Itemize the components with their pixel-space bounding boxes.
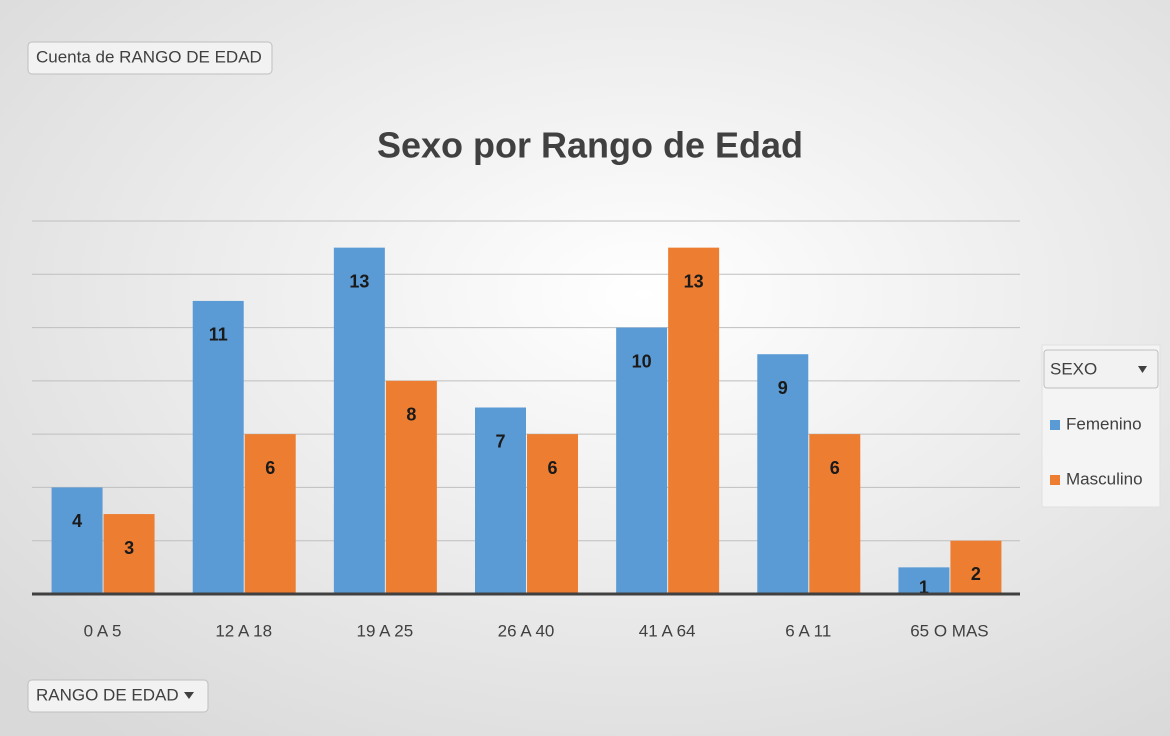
- x-tick-label: 41 A 64: [639, 621, 696, 640]
- x-tick-label: 12 A 18: [215, 621, 272, 640]
- legend-title: SEXO: [1050, 359, 1097, 378]
- bar: [475, 407, 526, 594]
- data-label: 13: [349, 271, 369, 291]
- button-frame: [27, 679, 209, 713]
- legend-label: Femenino: [1066, 414, 1142, 433]
- data-label: 8: [406, 405, 416, 425]
- bar: [385, 380, 437, 594]
- data-label: 3: [124, 538, 134, 558]
- bar: [192, 300, 244, 594]
- dropdown-arrow: [184, 692, 194, 699]
- bar: [51, 487, 103, 594]
- data-label: 2: [971, 564, 981, 584]
- dropdown-arrow: [1138, 366, 1147, 373]
- bar: [244, 434, 296, 594]
- category-field-button[interactable]: RANGO DE EDAD: [27, 679, 209, 713]
- bar: [668, 247, 720, 594]
- x-tick-label: 65 O MAS: [910, 621, 988, 640]
- legend-swatch: [1050, 475, 1060, 485]
- bar: [950, 540, 1002, 594]
- button-label: RANGO DE EDAD: [36, 685, 179, 704]
- data-label: 11: [209, 325, 228, 345]
- data-label: 10: [632, 351, 652, 371]
- data-label: 6: [830, 458, 840, 478]
- x-tick-label: 19 A 25: [356, 621, 413, 640]
- legend-field-button[interactable]: SEXO: [1043, 349, 1159, 389]
- bar: [809, 434, 861, 594]
- data-label: 1: [919, 577, 929, 597]
- data-label: 4: [72, 511, 82, 531]
- bar: [333, 247, 385, 594]
- bar: [527, 434, 578, 594]
- legend-label: Masculino: [1066, 469, 1143, 488]
- value-field-button[interactable]: Cuenta de RANGO DE EDAD: [27, 41, 273, 75]
- bar: [103, 514, 155, 594]
- data-label: 6: [547, 458, 557, 478]
- legend-swatch: [1050, 420, 1060, 430]
- button-frame: [1043, 349, 1159, 389]
- data-label: 6: [265, 458, 275, 478]
- button-label: Cuenta de RANGO DE EDAD: [36, 47, 262, 66]
- data-label: 9: [778, 378, 788, 398]
- bar: [616, 327, 668, 594]
- data-label: 13: [684, 271, 704, 291]
- bar: [757, 354, 809, 594]
- x-tick-label: 26 A 40: [498, 621, 555, 640]
- chart-title: Sexo por Rango de Edad: [377, 125, 803, 166]
- button-frame: [27, 41, 273, 75]
- x-tick-label: 0 A 5: [84, 621, 122, 640]
- bar: [898, 567, 950, 594]
- x-tick-label: 6 A 11: [785, 621, 831, 640]
- data-label: 7: [495, 431, 505, 451]
